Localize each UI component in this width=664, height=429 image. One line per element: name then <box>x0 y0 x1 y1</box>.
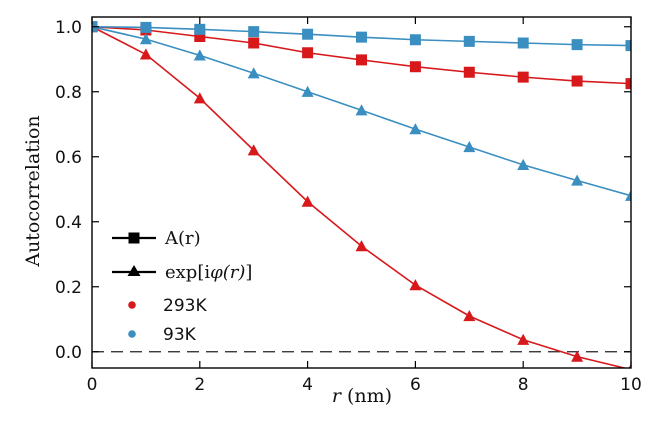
data-point-triangle <box>355 104 368 116</box>
data-point-triangle <box>409 279 422 291</box>
y-tick-label: 0.6 <box>55 148 82 168</box>
data-point-square <box>248 26 260 38</box>
y-axis-title: Autocorrelation <box>22 115 44 267</box>
data-point-square <box>625 40 631 52</box>
x-tick-label: 2 <box>194 375 205 395</box>
data-point-triangle <box>517 158 530 170</box>
data-point-triangle <box>193 92 206 104</box>
x-axis-title-var: r <box>332 385 343 407</box>
legend-entry-a: A(r) <box>112 228 201 249</box>
data-point-square <box>571 39 583 51</box>
data-point-square <box>409 34 421 46</box>
data-point-square <box>517 37 529 49</box>
legend-label-exp: exp[iφ(r)] <box>165 262 252 283</box>
data-point-triangle <box>139 48 152 60</box>
data-point-triangle <box>355 240 368 252</box>
y-tick-label: 0.2 <box>55 278 82 298</box>
data-point-square <box>356 54 367 66</box>
data-point-square <box>194 31 206 42</box>
series-line-2 <box>92 26 628 368</box>
data-point-square <box>356 31 367 43</box>
data-point-triangle <box>301 195 314 207</box>
x-tick-label: 8 <box>518 375 529 395</box>
y-tick-label: 0.0 <box>55 343 82 363</box>
y-tick-label: 0.4 <box>55 213 82 233</box>
x-tick-label: 6 <box>410 375 421 395</box>
legend-dot-293k <box>128 301 136 309</box>
data-point-triangle <box>193 49 206 61</box>
x-tick-label: 4 <box>302 375 313 395</box>
legend-entry-293k: 293K <box>128 296 207 316</box>
data-point-triangle <box>247 67 260 79</box>
legend-dot-93k <box>128 330 136 338</box>
legend: A(r) exp[iφ(r)] 293K 93K <box>112 228 252 345</box>
data-point-triangle <box>463 310 476 322</box>
data-point-triangle <box>139 33 152 45</box>
legend-triangle-marker <box>127 265 141 276</box>
x-tick-label: 0 <box>87 375 98 395</box>
data-point-square <box>463 35 475 47</box>
data-point-triangle <box>571 350 584 362</box>
plot-layer: 0 2 4 6 8 10 0.0 0.2 0.4 0.6 0.8 1.0 <box>55 16 642 395</box>
data-point-triangle <box>625 189 631 201</box>
data-point-square <box>194 23 206 35</box>
data-point-square <box>517 71 529 83</box>
data-point-square <box>463 66 475 78</box>
data-point-square <box>302 28 314 40</box>
y-tick-label: 1.0 <box>55 18 82 38</box>
data-point-square <box>571 75 583 87</box>
data-point-square <box>302 47 314 59</box>
data-point-triangle <box>409 123 422 135</box>
y-tick-label: 0.8 <box>55 83 82 103</box>
data-point-triangle <box>463 141 476 153</box>
data-point-triangle <box>92 20 98 32</box>
x-axis-title-unit: (nm) <box>347 385 392 407</box>
legend-label-exp-suffix: ] <box>245 262 252 283</box>
data-point-square <box>625 78 631 90</box>
data-point-square <box>140 21 152 33</box>
data-point-triangle <box>517 333 530 345</box>
plot-frame <box>91 16 632 369</box>
data-point-triangle <box>571 174 584 186</box>
x-axis-title: r (nm) <box>332 385 392 407</box>
legend-square-marker <box>128 232 140 244</box>
data-point-triangle <box>247 144 260 156</box>
legend-entry-93k: 93K <box>128 325 197 345</box>
data-point-square <box>248 37 260 49</box>
legend-label-exp-prefix: exp[i <box>165 262 210 283</box>
legend-label-exp-var: φ(r) <box>210 262 245 283</box>
x-tick-label: 10 <box>620 375 642 395</box>
legend-label-a: A(r) <box>164 228 201 249</box>
data-point-square <box>409 61 421 73</box>
data-point-triangle <box>301 85 314 97</box>
series-group <box>92 20 631 368</box>
legend-label-293k: 293K <box>163 296 207 316</box>
legend-label-93k: 93K <box>163 325 197 345</box>
legend-entry-exp: exp[iφ(r)] <box>112 262 252 283</box>
